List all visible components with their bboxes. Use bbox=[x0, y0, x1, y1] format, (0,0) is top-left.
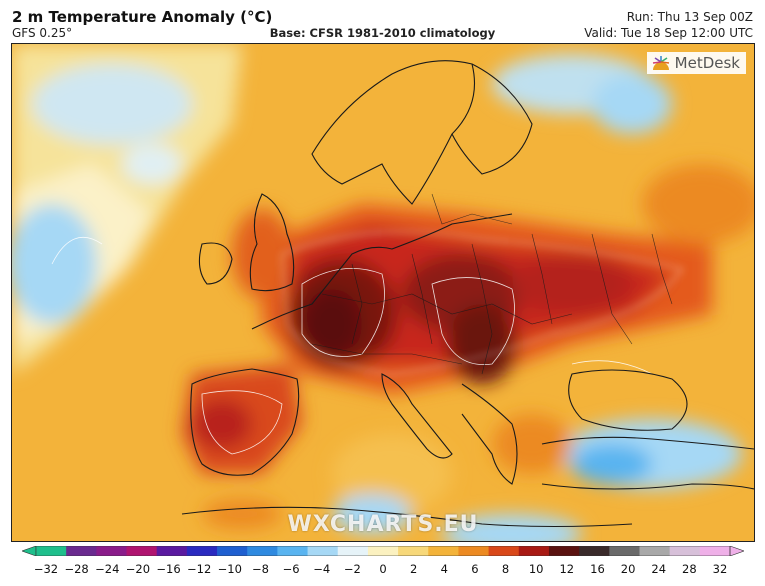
colorbar-tick-label: 20 bbox=[620, 562, 636, 576]
colorbar-tick-label: 10 bbox=[528, 562, 544, 576]
colorbar-tick-label: −6 bbox=[282, 562, 300, 576]
colorbar-segment bbox=[277, 546, 309, 556]
colorbar-arrow-left bbox=[22, 546, 37, 556]
colorbar-tick-label: −8 bbox=[251, 562, 269, 576]
colorbar-tick-label: −16 bbox=[156, 562, 181, 576]
colorbar-segment bbox=[488, 546, 520, 556]
colorbar-segment bbox=[367, 546, 399, 556]
colorbar-tick-label: −24 bbox=[95, 562, 120, 576]
colorbar-arrow-right bbox=[729, 546, 744, 556]
colorbar-tick-label: −12 bbox=[187, 562, 212, 576]
colorbar-tick-label: −10 bbox=[217, 562, 242, 576]
colorbar-segment bbox=[247, 546, 278, 556]
colorbar-segment bbox=[337, 546, 369, 556]
colorbar-segment bbox=[217, 546, 248, 556]
colorbar-tick-label: −4 bbox=[313, 562, 331, 576]
colorbar-segment bbox=[428, 546, 459, 556]
colorbar-tick-label: 2 bbox=[409, 562, 418, 576]
colorbar-segment bbox=[96, 546, 128, 556]
anomaly-field bbox=[12, 44, 754, 541]
colorbar-tick-label: 4 bbox=[440, 562, 448, 576]
colorbar-tick-label: 0 bbox=[379, 562, 387, 576]
map-canvas bbox=[12, 44, 754, 541]
valid-time-label: Valid: Tue 18 Sep 12:00 UTC bbox=[584, 26, 753, 40]
run-time-label: Run: Thu 13 Sep 00Z bbox=[626, 10, 753, 24]
colorbar-segment bbox=[156, 546, 188, 556]
chart-title: 2 m Temperature Anomaly (°C) bbox=[12, 8, 273, 26]
colorbar-tick-label: 28 bbox=[682, 562, 697, 576]
colorbar-tick-label: 8 bbox=[501, 562, 510, 576]
colorbar-ticks: −32 −28 −24 −20 −16 −12 −10 −8 −6 −4 −2 0 2 4 6 8 10 12 16… bbox=[22, 558, 744, 578]
wxcharts-watermark: WXCHARTS.EU bbox=[287, 512, 479, 537]
colorbar-tick-label: −20 bbox=[125, 562, 151, 576]
colorbar-segment bbox=[669, 546, 701, 556]
contour-lines-detail bbox=[51, 236, 653, 455]
colorbar-tick-label: 16 bbox=[590, 562, 605, 576]
metdesk-logo-text: MetDesk bbox=[674, 54, 740, 72]
coastlines bbox=[181, 60, 754, 528]
colorbar-tick-label: 6 bbox=[471, 562, 479, 576]
colorbar-segment bbox=[699, 546, 731, 556]
colorbar-tick-label: 12 bbox=[559, 562, 575, 576]
base-climatology-label: Base: CFSR 1981-2010 climatology bbox=[269, 26, 496, 40]
colorbar-segment bbox=[639, 546, 671, 556]
colorbar-segment bbox=[126, 546, 158, 556]
colorbar-segment bbox=[548, 546, 580, 556]
sun-logo-icon bbox=[652, 56, 669, 70]
colorbar-segment bbox=[518, 546, 550, 556]
country-borders bbox=[311, 193, 673, 375]
colorbar-frame bbox=[35, 546, 731, 556]
anomaly-map[interactable]: MetDesk WXCHARTS.EU bbox=[11, 43, 755, 542]
colorbar-segment bbox=[579, 546, 610, 556]
metdesk-logo: MetDesk bbox=[646, 52, 746, 74]
model-label: GFS 0.25° bbox=[12, 26, 73, 40]
colorbar-tick-label: 32 bbox=[712, 562, 728, 576]
colorbar-tick-label: −2 bbox=[343, 562, 361, 576]
colorbar-tick-label: −28 bbox=[64, 562, 89, 576]
colorbar-segment bbox=[186, 546, 218, 556]
colorbar-tick-label: 24 bbox=[651, 562, 667, 576]
colorbar-segment bbox=[66, 546, 97, 556]
colorbar-segment bbox=[458, 546, 490, 556]
colorbar-segment bbox=[609, 546, 640, 556]
colorbar-tick-label: −32 bbox=[33, 562, 59, 576]
colorbar-segment bbox=[36, 546, 67, 556]
colorbar bbox=[22, 546, 744, 556]
colorbar-segment bbox=[398, 546, 429, 556]
colorbar-segment bbox=[307, 546, 339, 556]
contour-lines bbox=[281, 231, 683, 375]
